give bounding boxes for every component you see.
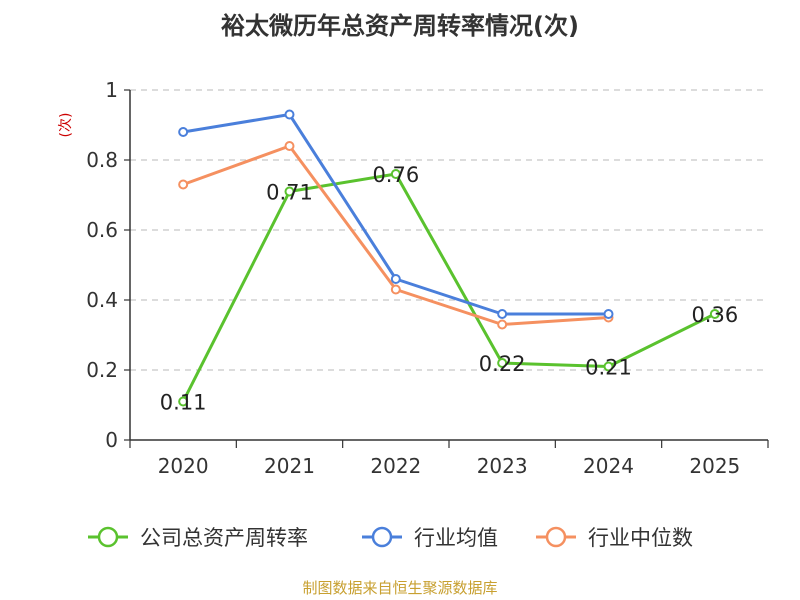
legend-marker bbox=[97, 526, 119, 548]
data-point bbox=[497, 309, 508, 319]
data-label: 0.76 bbox=[372, 163, 419, 187]
data-point bbox=[178, 179, 189, 190]
data-point bbox=[603, 309, 614, 319]
data-point bbox=[603, 361, 614, 372]
chart-title: 裕太微历年总资产周转率情况(次) bbox=[221, 12, 579, 40]
data-label: 0.36 bbox=[691, 303, 738, 327]
data-point bbox=[709, 309, 720, 319]
data-point bbox=[497, 358, 508, 368]
series-line bbox=[181, 172, 716, 403]
legend-marker bbox=[545, 526, 567, 548]
y-tick-label: 0 bbox=[105, 428, 118, 452]
axes: 0 0.2 0.4 0.6 0.8 1 2020 2021 2022 2023 2024 2025 bbox=[86, 78, 769, 478]
y-tick-label: 0.4 bbox=[86, 288, 118, 312]
x-tick-label: 2021 bbox=[264, 454, 315, 478]
data-label: 0.22 bbox=[479, 352, 526, 376]
data-point bbox=[178, 127, 189, 137]
legend-label: 行业中位数 bbox=[588, 526, 693, 550]
x-tick-label: 2025 bbox=[689, 454, 740, 478]
x-tick-label: 2024 bbox=[583, 454, 634, 478]
legend-label: 行业均值 bbox=[414, 526, 498, 550]
grid-lines bbox=[130, 89, 768, 371]
data-point bbox=[390, 284, 401, 295]
data-point bbox=[284, 109, 295, 120]
data-point bbox=[390, 169, 401, 179]
legend: 公司总资产周转率 行业均值 行业中位数 bbox=[88, 526, 693, 550]
x-tick-label: 2022 bbox=[370, 454, 421, 478]
source-note: 制图数据来自恒生聚源数据库 bbox=[302, 579, 497, 597]
x-tick-label: 2020 bbox=[158, 454, 209, 478]
x-tick-label: 2023 bbox=[477, 454, 528, 478]
data-label: 0.21 bbox=[585, 356, 632, 380]
data-point bbox=[178, 396, 189, 407]
data-labels: 0.11 0.71 0.76 0.22 0.21 0.36 bbox=[160, 163, 738, 415]
data-label: 0.71 bbox=[266, 181, 313, 205]
data-point bbox=[497, 319, 508, 330]
data-label: 0.11 bbox=[160, 391, 207, 415]
y-axis-unit: (次) bbox=[58, 113, 74, 138]
data-point bbox=[284, 141, 295, 151]
y-tick-label: 0.6 bbox=[86, 218, 118, 242]
data-point bbox=[284, 186, 295, 197]
y-tick-label: 0.2 bbox=[86, 358, 118, 382]
y-tick-label: 0.8 bbox=[86, 148, 118, 172]
data-point bbox=[390, 274, 401, 284]
legend-label: 公司总资产周转率 bbox=[140, 526, 308, 550]
series-lines bbox=[178, 109, 720, 407]
legend-marker bbox=[371, 526, 393, 548]
y-tick-label: 1 bbox=[105, 78, 118, 102]
series-line bbox=[182, 113, 609, 316]
